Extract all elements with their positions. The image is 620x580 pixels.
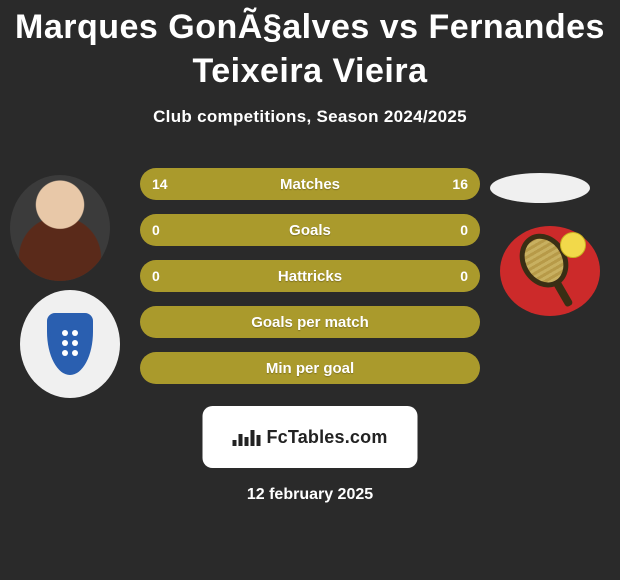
stat-value-player2: 16 <box>452 176 468 192</box>
stat-label: Matches <box>280 176 340 193</box>
stat-value-player2: 0 <box>460 222 468 238</box>
brand-box: FcTables.com <box>203 406 418 468</box>
stat-value-player1: 0 <box>152 268 160 284</box>
stat-value-player1: 14 <box>152 176 168 192</box>
brand-text: FcTables.com <box>266 427 387 448</box>
stat-row: Goals 0 0 <box>140 214 480 246</box>
date-label: 12 february 2025 <box>0 486 620 504</box>
stat-value-player1: 0 <box>152 222 160 238</box>
stat-label: Goals per match <box>251 314 369 331</box>
stats-comparison-list: Matches 14 16 Goals 0 0 Hattricks 0 0 Goals per m… <box>0 168 620 398</box>
stat-label: Min per goal <box>266 360 354 377</box>
page-title: Marques GonÃ§alves vs Fernandes Teixeira… <box>0 6 620 93</box>
stat-row: Matches 14 16 <box>140 168 480 200</box>
stat-label: Hattricks <box>278 268 342 285</box>
stat-value-player2: 0 <box>460 268 468 284</box>
bar-chart-icon <box>232 428 260 446</box>
stat-row: Hattricks 0 0 <box>140 260 480 292</box>
stat-label: Goals <box>289 222 331 239</box>
season-subtitle: Club competitions, Season 2024/2025 <box>0 107 620 127</box>
stat-row: Min per goal <box>140 352 480 384</box>
stat-row: Goals per match <box>140 306 480 338</box>
